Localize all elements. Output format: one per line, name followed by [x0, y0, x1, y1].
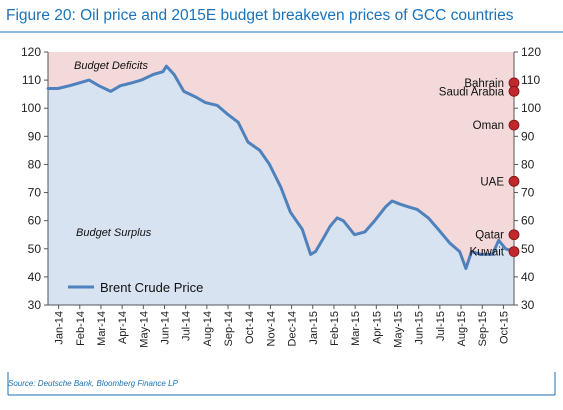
x-tick-label: Apr-15 — [371, 311, 383, 344]
brent-crude-price-line — [46, 64, 516, 270]
y-tick-label-left: 30 — [28, 298, 42, 312]
budget-deficits-label: Budget Deficits — [74, 60, 148, 72]
y-tick-label-left: 100 — [21, 101, 41, 115]
x-tick-label: May-15 — [393, 311, 405, 348]
y-tick-label-left: 80 — [28, 157, 42, 171]
breakeven-label: Qatar — [475, 230, 504, 242]
y-tick-label-right: 30 — [521, 298, 535, 312]
x-tick-label: Dec-14 — [287, 311, 299, 346]
x-tick-label: Nov-14 — [265, 311, 277, 346]
y-tick-label-right: 40 — [521, 270, 535, 284]
x-tick-label: Jan-14 — [54, 311, 66, 345]
x-tick-label: Jun-14 — [160, 311, 172, 345]
breakeven-point — [508, 175, 520, 187]
legend-label: Brent Crude Price — [100, 280, 203, 295]
x-tick-label: Sep-14 — [223, 311, 235, 346]
breakeven-label: Oman — [473, 120, 504, 132]
y-tick-label-left: 50 — [28, 242, 42, 256]
y-tick-label-right: 50 — [521, 242, 535, 256]
y-tick-label-left: 90 — [28, 129, 42, 143]
y-tick-label-right: 70 — [521, 186, 535, 200]
y-tick-label-left: 60 — [28, 214, 42, 228]
breakeven-label: Bahrain — [464, 78, 504, 90]
x-tick-label: Feb-15 — [329, 311, 341, 346]
budget-surplus-label: Budget Surplus — [76, 227, 152, 239]
plot-area: 30 30 40 40 50 50 60 60 70 70 80 80 90 90 100 100 110 110… — [21, 45, 541, 348]
y-tick-label-right: 110 — [521, 73, 540, 87]
breakeven-point — [508, 229, 520, 241]
x-tick-label: Jun-15 — [414, 311, 426, 345]
y-tick-label-right: 120 — [521, 45, 541, 59]
breakeven-label: UAE — [480, 176, 504, 188]
x-tick-label: Mar-15 — [350, 311, 362, 346]
y-tick-label-left: 70 — [28, 186, 42, 200]
breakeven-point — [508, 246, 520, 257]
y-tick-label-left: 110 — [22, 73, 41, 87]
y-tick-label-right: 100 — [521, 101, 541, 115]
y-tick-label-right: 60 — [521, 214, 535, 228]
x-tick-label: Aug-14 — [202, 311, 214, 346]
breakeven-label: Saudi Arabia — [439, 86, 505, 98]
x-tick-label: Aug-15 — [456, 311, 468, 346]
x-tick-label: Oct-15 — [498, 311, 510, 344]
y-tick-label-right: 90 — [521, 129, 535, 143]
x-tick-label: Apr-14 — [117, 311, 129, 344]
source-note: Source: Deutsche Bank, Bloomberg Finance… — [8, 379, 178, 388]
x-tick-label: Sep-15 — [477, 311, 489, 346]
y-tick-label-right: 80 — [521, 157, 535, 171]
x-tick-label: Jul-14 — [181, 311, 193, 341]
breakeven-label: Kuwait — [469, 247, 504, 259]
x-tick-label: Feb-14 — [75, 311, 87, 346]
y-tick-label-left: 120 — [21, 45, 41, 59]
x-tick-label: May-14 — [138, 311, 150, 348]
surplus-region — [48, 66, 514, 305]
x-tick-label: Jul-15 — [435, 311, 447, 341]
x-tick-label: Jan-15 — [308, 311, 320, 345]
y-tick-label-left: 40 — [28, 270, 42, 284]
breakeven-point — [508, 119, 520, 131]
breakeven-point — [508, 85, 520, 97]
x-tick-label: Oct-14 — [244, 311, 256, 344]
x-tick-label: Mar-14 — [96, 311, 108, 346]
chart-title: Figure 20: Oil price and 2015E budget br… — [6, 7, 514, 24]
